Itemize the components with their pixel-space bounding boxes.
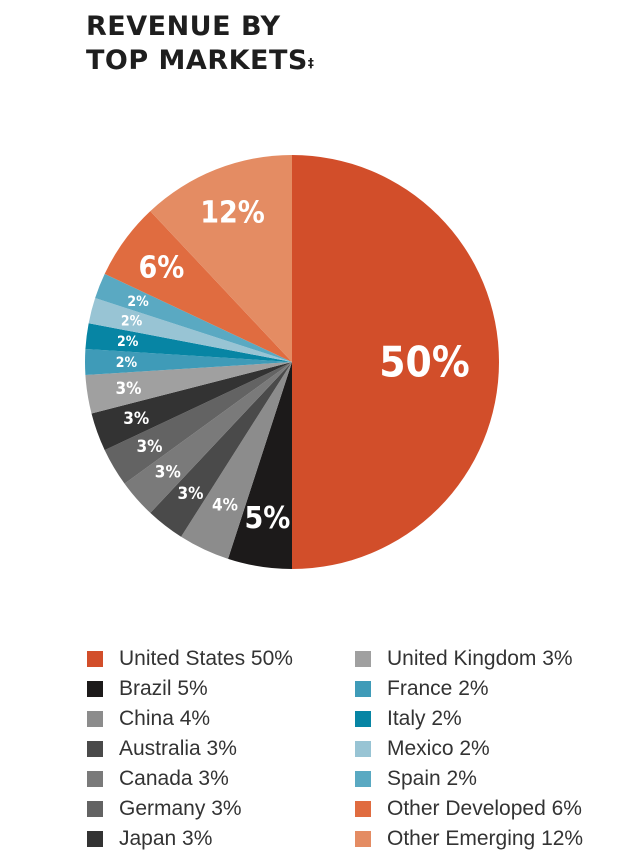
legend-item: Italy 2% (355, 704, 462, 734)
pie-slice-china (181, 362, 292, 559)
legend-label: Other Developed 6% (387, 797, 582, 820)
legend-label: Other Emerging 12% (387, 827, 584, 850)
legend-swatch (87, 741, 103, 757)
slice-label: 3% (123, 409, 149, 429)
pie-slice-united-states (292, 155, 499, 569)
legend-swatch (355, 771, 371, 787)
pie-slice-other-emerging (150, 155, 292, 362)
pie-slice-canada (124, 362, 293, 513)
title-line-2: TOP MARKETS (86, 45, 308, 76)
legend-label: Italy 2% (387, 707, 462, 730)
legend-label: Brazil 5% (119, 677, 208, 700)
legend-item: Australia 3% (87, 734, 237, 764)
slice-label: 5% (244, 501, 290, 536)
legend-label: United States 50% (119, 647, 293, 670)
legend-swatch (355, 831, 371, 847)
legend-label: Australia 3% (119, 737, 237, 760)
legend-label: Mexico 2% (387, 737, 490, 760)
slice-label: 3% (178, 484, 204, 504)
legend-swatch (87, 711, 103, 727)
legend-swatch (355, 741, 371, 757)
pie-slice-australia (150, 362, 292, 537)
legend-swatch (87, 831, 103, 847)
pie-slice-japan (91, 362, 292, 451)
legend-item: Japan 3% (87, 824, 212, 854)
legend-label: Japan 3% (119, 827, 213, 850)
legend-swatch (87, 651, 103, 667)
legend-label: United Kingdom 3% (387, 647, 573, 670)
slice-label: 12% (200, 195, 265, 230)
pie-slice-italy (85, 323, 292, 362)
legend-swatch (355, 711, 371, 727)
slice-label: 3% (115, 379, 141, 399)
slice-label: 6% (138, 251, 184, 286)
slice-label: 50% (379, 338, 469, 387)
legend-item: United Kingdom 3% (355, 644, 573, 674)
slice-label: 2% (117, 334, 139, 350)
legend-swatch (87, 681, 103, 697)
chart-title: REVENUE BY TOP MARKETS‡ (86, 10, 314, 78)
slice-label: 2% (116, 355, 138, 371)
legend-label: France 2% (387, 677, 489, 700)
pie-slice-brazil (228, 362, 292, 569)
pie-slice-spain (95, 273, 292, 362)
pie-slice-germany (104, 362, 292, 484)
legend-item: Brazil 5% (87, 674, 208, 704)
slice-label: 4% (212, 495, 238, 515)
legend-item: Canada 3% (87, 764, 229, 794)
legend-item: Other Emerging 12% (355, 824, 583, 854)
legend-item: Germany 3% (87, 794, 242, 824)
pie-slice-mexico (88, 298, 293, 362)
slice-label: 2% (121, 314, 143, 330)
legend-swatch (87, 801, 103, 817)
pie-chart: 50%5%4%3%3%3%3%3%2%2%2%2%6%12% (85, 155, 499, 569)
pie-slice-united-kingdom (85, 362, 292, 414)
legend-item: United States 50% (87, 644, 293, 674)
legend-swatch (355, 681, 371, 697)
legend-swatch (355, 651, 371, 667)
slice-label: 3% (136, 437, 162, 457)
legend-item: Other Developed 6% (355, 794, 582, 824)
pie-slice-other-developed (104, 211, 292, 362)
slice-label: 3% (155, 462, 181, 482)
legend-swatch (87, 771, 103, 787)
legend-label: Spain 2% (387, 767, 477, 790)
legend-label: Canada 3% (119, 767, 229, 790)
legend-item: China 4% (87, 704, 210, 734)
legend-label: China 4% (119, 707, 211, 730)
legend-swatch (355, 801, 371, 817)
legend-item: France 2% (355, 674, 489, 704)
slice-label: 2% (127, 294, 149, 310)
legend-label: Germany 3% (119, 797, 242, 820)
legend-item: Spain 2% (355, 764, 477, 794)
pie-slice-france (85, 349, 292, 375)
title-line-1: REVENUE BY (86, 11, 281, 42)
footnote-mark: ‡ (307, 56, 315, 70)
legend-item: Mexico 2% (355, 734, 490, 764)
